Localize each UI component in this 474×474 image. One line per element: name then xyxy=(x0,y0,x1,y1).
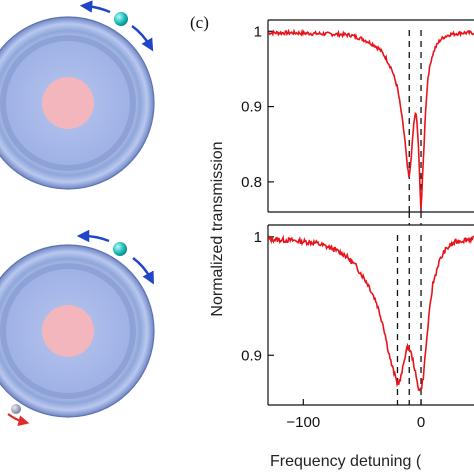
plot-bottom-xtick-label: 0 xyxy=(417,414,425,431)
core-disk-top xyxy=(42,77,94,129)
plot-top: 1 0.9 0.8 xyxy=(241,19,474,213)
plot-top-trace xyxy=(268,28,474,210)
nanoparticle-top xyxy=(114,12,128,26)
resonator-bottom xyxy=(0,229,155,427)
x-axis-label: Frequency detuning ( xyxy=(270,453,422,470)
resonator-top xyxy=(0,0,155,190)
plot-bottom-ticks: 1 0.9 −100 0 xyxy=(241,229,425,431)
plot-bottom-ytick-label: 0.9 xyxy=(241,347,262,364)
arrow-cw-top xyxy=(131,24,154,52)
plot-top-ytick-label: 1 xyxy=(254,23,262,40)
plot-bottom: 1 0.9 −100 0 xyxy=(241,224,474,431)
plot-bottom-xtick-label: −100 xyxy=(286,414,320,431)
panel-label: (c) xyxy=(190,13,209,32)
scatterer-small-bottom xyxy=(11,404,21,414)
y-axis-label: Normalized transmission xyxy=(209,141,226,316)
arrow-red-bottom xyxy=(7,413,30,427)
plot-bottom-ytick-label: 1 xyxy=(254,229,262,246)
plot-top-ytick-label: 0.8 xyxy=(241,174,262,191)
nanoparticle-bottom xyxy=(113,242,127,256)
plot-bottom-trace xyxy=(268,234,474,392)
plot-top-ticks: 1 0.9 0.8 xyxy=(241,23,274,191)
arrow-ccw-bottom xyxy=(76,229,110,243)
plot-top-ytick-label: 0.9 xyxy=(241,99,262,116)
plot-top-markers xyxy=(408,30,422,212)
arrow-cw-bottom xyxy=(132,256,154,285)
arrow-ccw-top xyxy=(79,0,111,14)
core-disk-bottom xyxy=(42,305,94,357)
